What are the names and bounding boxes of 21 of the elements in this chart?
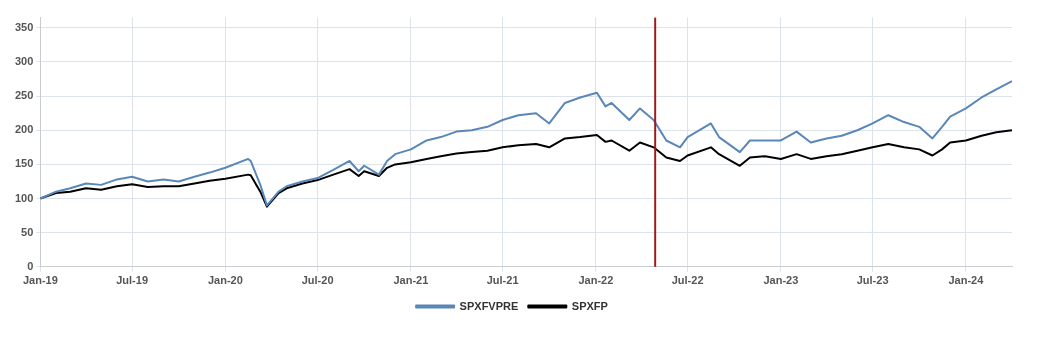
x-tick-label: Jan-24 <box>948 274 985 287</box>
y-tick-label: 250 <box>14 89 34 102</box>
legend-label: SPXFP <box>571 299 608 312</box>
x-tick-label: Jan-21 <box>393 274 429 287</box>
y-tick-label: 300 <box>14 55 34 68</box>
y-tick-label: 350 <box>14 20 34 33</box>
x-tick-label: Jan-22 <box>578 274 614 287</box>
y-tick-label: 50 <box>21 225 34 238</box>
x-tick-label: Jul-22 <box>671 274 704 287</box>
y-tick-label: 0 <box>27 259 34 272</box>
y-tick-label: 200 <box>14 123 34 136</box>
y-tick-label: 100 <box>14 191 34 204</box>
legend-label: SPXFVPRE <box>459 299 519 312</box>
x-tick-label: Jul-23 <box>856 274 889 287</box>
x-tick-label: Jan-23 <box>763 274 799 287</box>
x-tick-label: Jan-20 <box>207 274 243 287</box>
x-tick-label: Jul-21 <box>486 274 519 287</box>
x-tick-label: Jan-19 <box>22 274 58 287</box>
x-tick-label: Jul-20 <box>301 274 334 287</box>
y-tick-label: 150 <box>14 157 34 170</box>
x-tick-label: Jul-19 <box>116 274 148 287</box>
